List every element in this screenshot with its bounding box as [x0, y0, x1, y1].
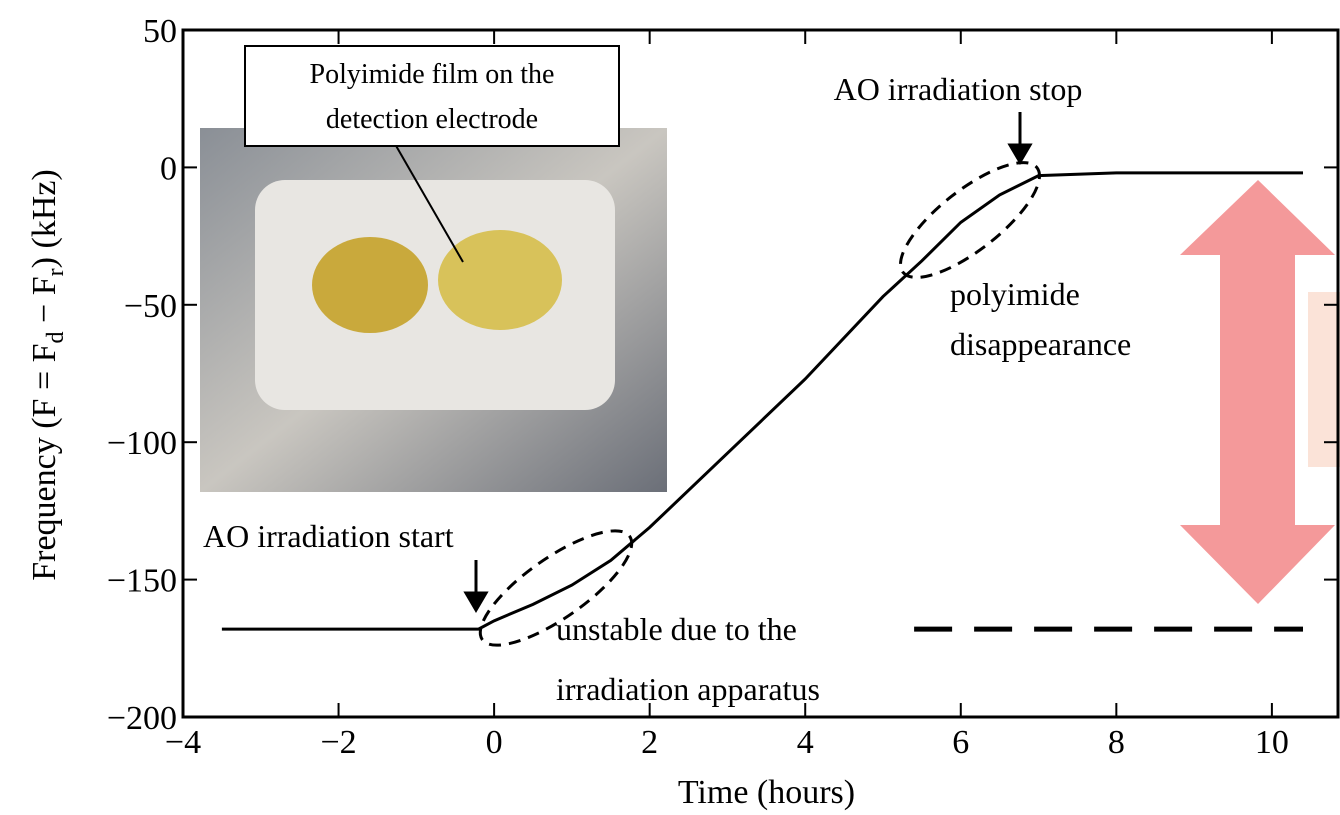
y-tick-label: −200 [107, 700, 177, 737]
y-tick-label: −50 [124, 288, 177, 325]
x-axis-label: Time (hours) [678, 774, 855, 811]
arrow [466, 560, 486, 610]
y-axis-label-part: r [43, 268, 69, 276]
annotation: AO irradiation start [203, 518, 454, 554]
photo-electrode [438, 230, 562, 330]
annotation: Polyimide film on the [310, 59, 555, 90]
y-tick-label: 50 [143, 13, 177, 50]
y-axis-label: Frequency (F = Fd − Fr) (kHz) [26, 169, 69, 581]
annotation: disappearance [950, 326, 1131, 362]
y-tick-label: −100 [107, 425, 177, 462]
photo-electrode [312, 237, 428, 333]
x-tick-label: 4 [797, 724, 814, 761]
x-tick-label: 10 [1255, 724, 1289, 761]
annotation: detection electrode [326, 104, 538, 135]
y-axis-label-part: d [43, 331, 69, 343]
y-axis-label-part: − F [26, 276, 63, 331]
chart: −4−20246810−200−150−100−50050Time (hours… [0, 0, 1340, 815]
annotation: unstable due to the [556, 611, 797, 647]
y-axis-label-part: Frequency (F = F [26, 343, 63, 580]
annotation: irradiation apparatus [556, 671, 820, 707]
y-tick-label: 0 [160, 150, 177, 187]
x-tick-label: 6 [952, 724, 969, 761]
note-box [1308, 292, 1340, 467]
y-tick-label: −150 [107, 563, 177, 600]
annotation: polyimide [950, 276, 1080, 312]
x-tick-label: 8 [1108, 724, 1125, 761]
x-tick-label: 0 [486, 724, 503, 761]
arrow [1010, 112, 1030, 162]
x-tick-label: −2 [320, 724, 356, 761]
x-tick-label: 2 [641, 724, 658, 761]
annotation: AO irradiation stop [834, 71, 1083, 107]
y-axis-label-part: ) (kHz) [26, 169, 63, 268]
